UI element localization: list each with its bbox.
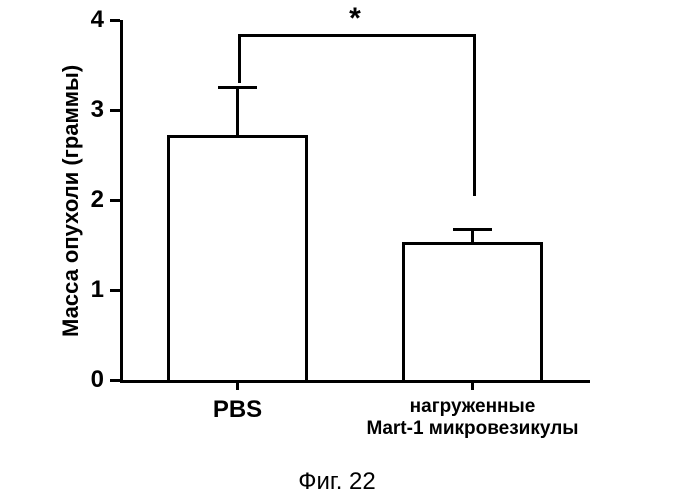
figure-22: Масса опухоли (граммы) Фиг. 22 01234PBSн…: [0, 0, 674, 500]
y-tick: [110, 289, 120, 292]
significance-bracket-right: [473, 34, 476, 196]
x-tick: [471, 380, 474, 390]
bar: [402, 242, 543, 383]
y-tick-label: 1: [64, 276, 104, 304]
y-tick-label: 3: [64, 96, 104, 124]
error-bar-cap: [218, 86, 257, 89]
y-tick-label: 4: [64, 6, 104, 34]
y-tick-label: 0: [64, 366, 104, 394]
error-bar-stem: [471, 230, 474, 243]
figure-caption: Фиг. 22: [0, 468, 674, 496]
bar: [167, 135, 308, 383]
error-bar-stem: [236, 88, 239, 136]
x-tick: [236, 380, 239, 390]
y-axis-line: [120, 20, 123, 380]
significance-symbol: *: [335, 2, 375, 36]
category-label: PBS: [108, 396, 367, 424]
y-tick-label: 2: [64, 186, 104, 214]
y-tick: [110, 19, 120, 22]
category-label: нагруженныеMart-1 микровезикулы: [343, 396, 602, 440]
y-tick: [110, 379, 120, 382]
y-tick: [110, 109, 120, 112]
error-bar-cap: [453, 228, 492, 231]
y-tick: [110, 199, 120, 202]
significance-bracket-left: [238, 34, 241, 84]
